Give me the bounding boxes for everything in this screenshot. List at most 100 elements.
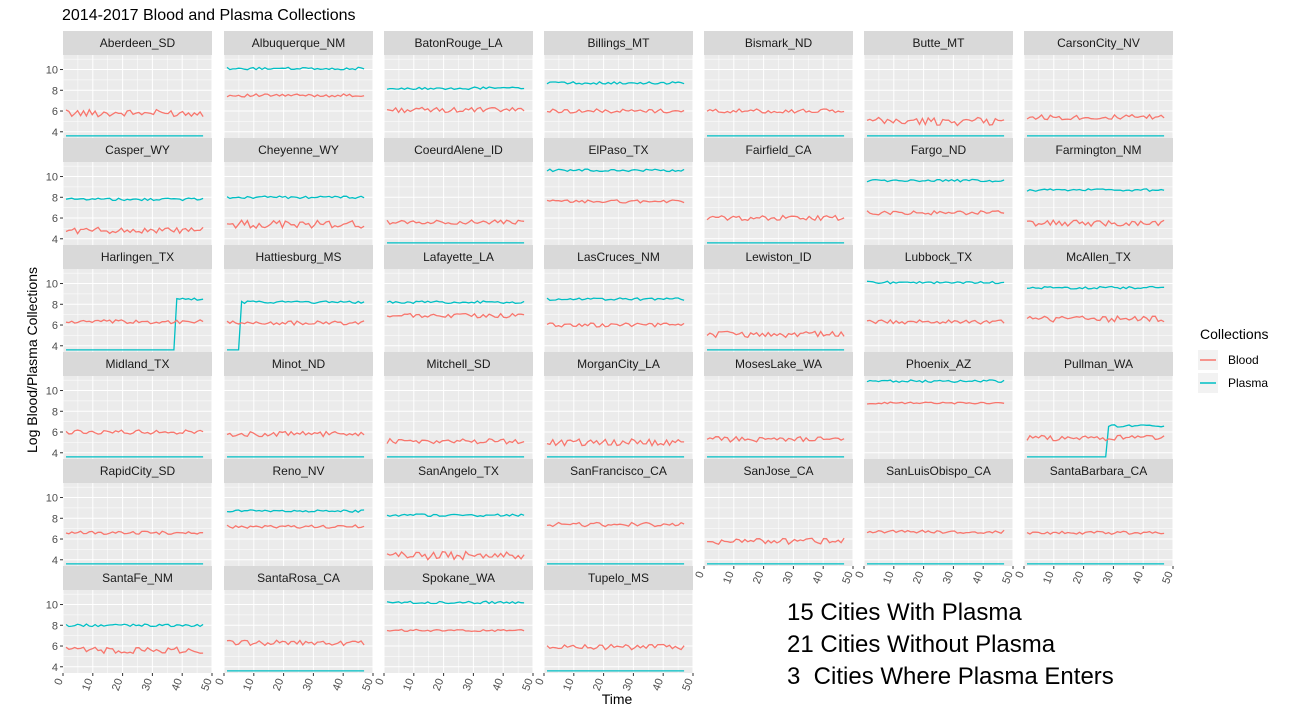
series-blood [226,93,365,98]
strip-bg [864,138,1013,162]
x-tick-label: 50 [840,570,855,586]
facet-billings-mt: Billings_MT [543,31,694,138]
series-plasma [866,379,1005,384]
x-tick-label: 40 [971,570,986,586]
annotation-with-plasma: 15 Cities With Plasma [787,599,1022,626]
x-tick-label: 20 [1071,570,1086,586]
series-blood [226,524,365,529]
strip-label: MorganCity_LA [577,357,660,371]
x-tick-label: 10 [721,570,736,586]
strip-label: Butte_MT [912,36,965,50]
facet-sanfrancisco-ca: SanFrancisco_CA [543,459,694,566]
strip-label: Aberdeen_SD [100,36,176,50]
annotation-plasma-enters: 3 Cities Where Plasma Enters [787,663,1114,690]
series-blood [1026,434,1165,442]
y-tick-label: 4 [52,127,58,139]
facet-lubbock-tx: Lubbock_TX [863,245,1014,352]
series-blood [706,108,845,114]
facet-tupelo-ms: Tupelo_MS 0 10 20 30 40 50 [533,566,696,693]
series-blood [1026,113,1165,121]
x-tick-label: 20 [271,677,286,693]
y-tick-label: 8 [52,406,58,418]
series-blood [546,322,685,328]
x-tick-label: 30 [621,677,636,693]
strip-label: Bismark_ND [745,36,813,50]
strip-label: Hattiesburg_MS [255,250,341,264]
x-tick-label: 10 [881,570,896,586]
strip-bg [1024,459,1173,483]
series-plasma [65,197,204,202]
series-blood [65,226,204,235]
facet-cheyenne-wy: Cheyenne_WY [223,138,374,245]
strip-label: Albuquerque_NM [252,36,345,50]
x-tick-label: 0 [533,677,546,687]
facet-hattiesburg-ms: Hattiesburg_MS [223,245,374,352]
x-tick-label: 10 [80,677,95,693]
series-blood [546,199,685,204]
strip-bg [224,245,373,269]
series-plasma [1026,285,1165,290]
x-tick-label: 50 [1160,570,1175,586]
series-plasma [386,300,525,305]
strip-bg [704,31,853,55]
strip-bg [224,138,373,162]
y-tick-label: 8 [52,299,58,311]
x-tick-label: 40 [1131,570,1146,586]
facet-sanangelo-tx: SanAngelo_TX [383,459,534,566]
facet-panels: Aberdeen_SD 4 6 8 10 Albuquerque_NM BatonRouge… [46,31,1176,693]
facet-batonrouge-la: BatonRouge_LA [383,31,534,138]
strip-bg [1024,352,1173,376]
facet-morgancity-la: MorganCity_LA [543,352,694,459]
strip-bg [544,31,693,55]
strip-label: Spokane_WA [422,571,495,585]
series-blood [65,530,204,536]
strip-label: Harlingen_TX [101,250,174,264]
strip-label: Farmington_NM [1055,143,1141,157]
strip-bg [544,138,693,162]
strip-bg [1024,31,1173,55]
strip-label: Midland_TX [105,357,169,371]
strip-bg [384,352,533,376]
strip-label: Billings_MT [587,36,650,50]
x-tick-label: 20 [751,570,766,586]
strip-label: Fargo_ND [911,143,967,157]
x-tick-label: 20 [911,570,926,586]
series-blood [706,214,845,222]
series-plasma [866,280,1005,285]
series-blood [1026,314,1165,323]
facet-spokane-wa: Spokane_WA 0 10 20 30 40 50 [373,566,536,693]
facet-pullman-wa: Pullman_WA [1023,352,1174,459]
legend: Collections Blood Plasma [1198,326,1268,393]
x-tick-label: 30 [140,677,155,693]
facet-midland-tx: Midland_TX 4 6 8 10 [46,352,213,460]
annotation-without-plasma: 21 Cities Without Plasma [787,631,1056,658]
y-tick-label: 6 [52,534,58,546]
strip-bg [384,459,533,483]
x-tick-label: 30 [941,570,956,586]
x-tick-label: 30 [461,677,476,693]
strip-bg [544,245,693,269]
x-tick-label: 40 [651,677,666,693]
series-blood [546,437,685,448]
facet-albuquerque-nm: Albuquerque_NM [223,31,374,138]
y-tick-label: 6 [52,213,58,225]
x-tick-label: 10 [1041,570,1056,586]
series-blood [1026,218,1165,228]
series-blood [226,639,365,647]
series-plasma [386,600,525,605]
strip-bg [384,138,533,162]
strip-label: Fairfield_CA [745,143,811,157]
strip-label: Minot_ND [272,357,326,371]
series-blood [226,430,365,438]
strip-bg [224,459,373,483]
x-tick-label: 20 [431,677,446,693]
y-tick-label: 6 [52,320,58,332]
y-tick-label: 6 [52,641,58,653]
strip-label: ElPaso_TX [588,143,648,157]
series-blood [546,108,685,114]
facet-reno-nv: Reno_NV [223,459,374,566]
series-plasma [65,623,204,628]
series-plasma [386,86,525,91]
x-tick-label: 10 [401,677,416,693]
